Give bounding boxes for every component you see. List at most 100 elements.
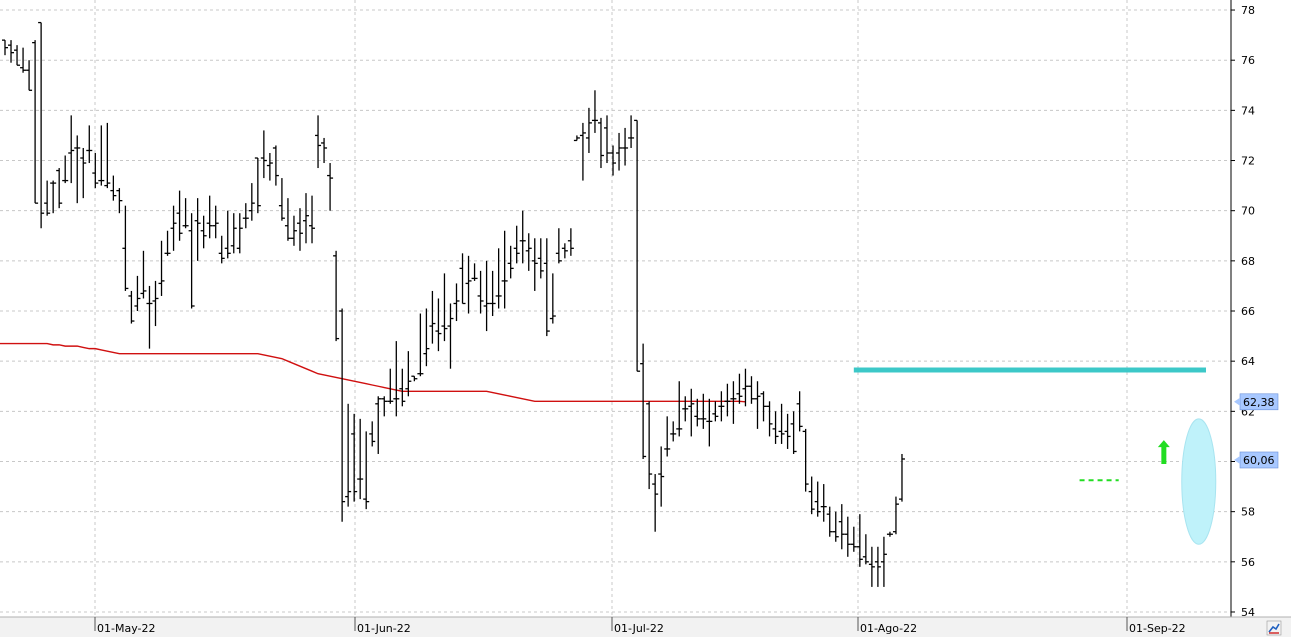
y-tick-label-76: 76 (1241, 54, 1255, 67)
ohlc-bar-29 (176, 190, 183, 241)
ohlc-bar-18 (110, 175, 117, 201)
ohlc-bar-144 (868, 546, 875, 587)
ohlc-bar-133 (802, 428, 809, 492)
ohlc-bar-78 (471, 263, 478, 281)
horizontal-gridlines (0, 9, 1231, 613)
ohlc-bar-85 (513, 225, 520, 264)
ohlc-bar-110 (664, 416, 671, 457)
ohlc-bar-73 (441, 273, 448, 342)
ohlc-bar-75 (453, 283, 460, 322)
ohlc-bar-5 (32, 40, 39, 204)
ohlc-bar-87 (525, 233, 532, 271)
ohlc-bar-82 (495, 248, 502, 309)
ohlc-bar-134 (808, 476, 815, 515)
ohlc-bar-129 (778, 403, 785, 444)
ohlc-bar-32 (194, 198, 201, 261)
ohlc-bar-101 (610, 145, 617, 176)
x-axis-ticks: 01-May-22 01-Jun-22 01-Jul-22 01-Ago-22 01-S… (94, 617, 1186, 635)
ohlc-bar-80 (483, 260, 490, 332)
ohlc-bar-93 (561, 243, 568, 259)
ohlc-bar-115 (694, 398, 701, 427)
ohlc-bar-61 (369, 421, 376, 447)
ohlc-bar-117 (706, 398, 713, 447)
ohlc-bar-20 (122, 205, 129, 291)
x-axis-band (0, 617, 1291, 637)
ohlc-bar-127 (766, 401, 773, 437)
ohlc-bar-114 (688, 388, 695, 437)
ohlc-bar-70 (423, 308, 430, 367)
ohlc-bar-15 (92, 152, 99, 189)
ohlc-bar-72 (435, 298, 442, 352)
ohlc-bar-112 (676, 381, 683, 437)
ohlc-bar-79 (477, 270, 484, 314)
ohlc-bar-56 (339, 308, 346, 522)
ohlc-bar-149 (898, 453, 905, 502)
ohlc-bar-48 (290, 215, 297, 246)
ohlc-bar-96 (579, 122, 586, 181)
ohlc-bar-88 (531, 238, 538, 291)
ohlc-bar-11 (68, 115, 75, 184)
ohlc-bar-124 (748, 376, 755, 404)
ohlc-bar-122 (736, 373, 743, 404)
ohlc-bar-125 (754, 381, 761, 429)
ohlc-bar-4 (26, 60, 33, 91)
annotations-layer (853, 367, 1206, 482)
ohlc-bar-148 (892, 496, 899, 535)
ohlc-bar-16 (98, 125, 105, 186)
ohlc-bar-136 (820, 484, 827, 522)
ohlc-bar-62 (375, 396, 382, 454)
ohlc-bar-1 (8, 40, 15, 63)
ohlc-bar-39 (236, 213, 243, 254)
ohlc-bar-27 (164, 230, 171, 256)
ohlc-bar-67 (405, 351, 412, 397)
ohlc-bar-46 (278, 178, 285, 221)
ohlc-bar-97 (585, 107, 592, 153)
ohlc-bar-89 (537, 238, 544, 279)
ohlc-bar-54 (327, 163, 334, 211)
ohlc-bar-111 (670, 421, 677, 442)
ohlc-bar-2 (14, 45, 21, 66)
ohlc-bar-146 (880, 536, 887, 587)
ohlc-bar-142 (856, 514, 863, 567)
ohlc-bar-100 (604, 115, 610, 164)
ohlc-bar-19 (116, 188, 123, 214)
ohlc-bar-13 (80, 147, 87, 199)
ohlc-bar-107 (646, 401, 653, 490)
y-tick-label-74: 74 (1241, 104, 1255, 117)
ohlc-bar-102 (616, 132, 623, 171)
ohlc-bar-22 (134, 275, 141, 312)
ohlc-bar-141 (850, 526, 857, 552)
y-tick-label-68: 68 (1241, 255, 1255, 268)
ohlc-bar-104 (628, 115, 635, 148)
ohlc-bar-105 (634, 119, 641, 372)
ohlc-bar-119 (718, 391, 725, 422)
ohlc-bars (2, 21, 905, 587)
y-tick-label-54: 54 (1241, 606, 1255, 619)
y-tick-label-58: 58 (1241, 506, 1255, 519)
y-tick-label-64: 64 (1241, 355, 1255, 368)
ohlc-bar-33 (200, 215, 207, 249)
price-tag-pointer-0 (1234, 397, 1240, 406)
ohlc-bar-138 (832, 511, 839, 542)
price-tag-label-1: 60,06 (1243, 454, 1275, 467)
ohlc-bar-103 (622, 127, 629, 166)
up-arrow-icon (1157, 440, 1170, 465)
ohlc-bar-55 (333, 250, 340, 342)
ohlc-bar-99 (597, 117, 604, 169)
ohlc-bar-74 (447, 303, 454, 369)
ohlc-bar-50 (303, 193, 309, 244)
ohlc-bar-71 (429, 290, 436, 344)
ohlc-bar-143 (862, 534, 869, 565)
y-tick-label-72: 72 (1241, 155, 1255, 168)
ohlc-bar-14 (86, 125, 93, 164)
ohlc-bar-40 (242, 203, 249, 229)
ohlc-bar-30 (182, 198, 189, 229)
ohlc-bar-8 (50, 180, 57, 214)
highlight-ellipse-layer (1181, 418, 1217, 545)
ohlc-bar-135 (814, 481, 821, 517)
vertical-gridlines (94, 0, 1128, 617)
ohlc-bar-116 (700, 393, 707, 429)
ohlc-bar-98 (591, 90, 598, 133)
